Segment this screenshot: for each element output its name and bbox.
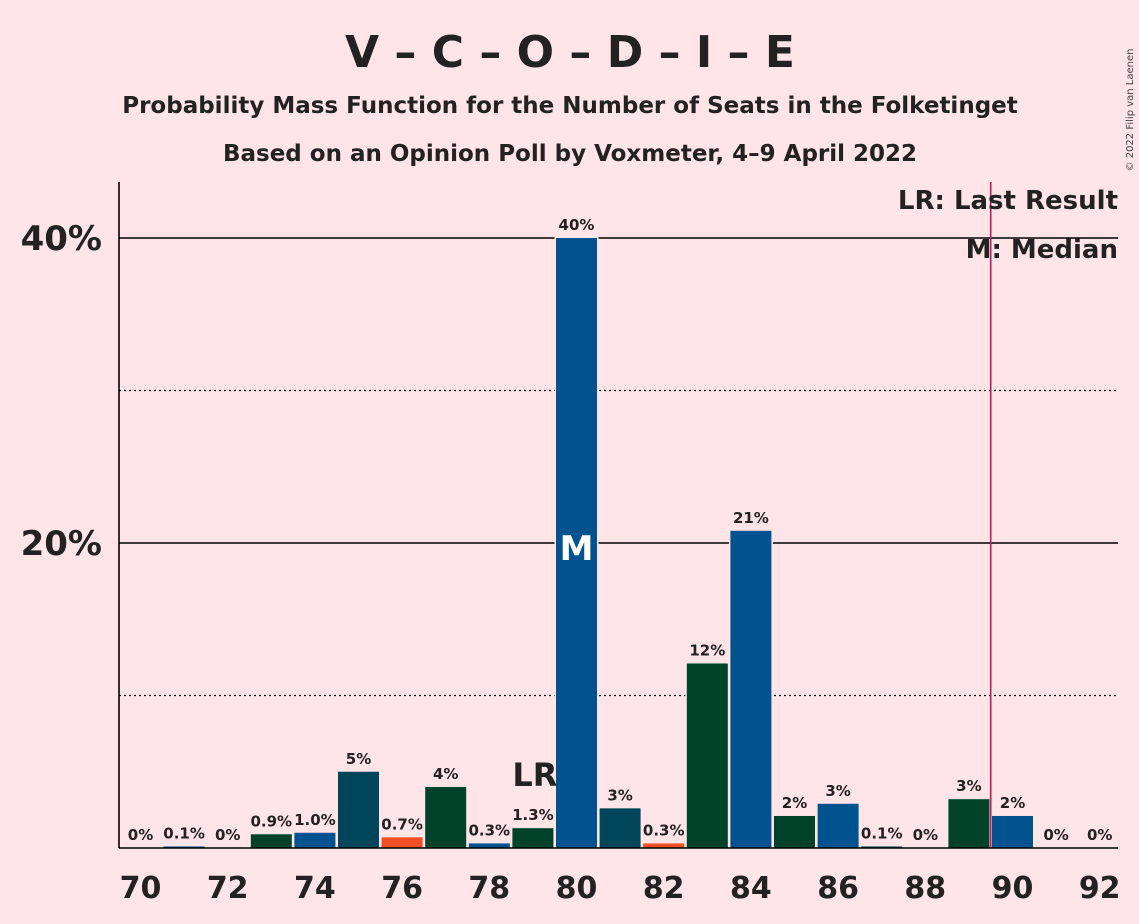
data-label-70: 0% bbox=[128, 826, 153, 844]
x-tick-label-74: 74 bbox=[294, 871, 336, 906]
bar-75 bbox=[338, 772, 379, 848]
chart-title: V – C – O – D – I – E bbox=[345, 27, 795, 78]
data-label-87: 0.1% bbox=[861, 824, 903, 842]
bar-77 bbox=[425, 787, 466, 848]
data-label-76: 0.7% bbox=[381, 815, 423, 833]
bar-86 bbox=[818, 804, 859, 848]
last-result-marker: LR bbox=[512, 756, 557, 794]
data-label-74: 1.0% bbox=[294, 811, 336, 829]
data-label-75: 5% bbox=[346, 750, 371, 768]
bar-85 bbox=[774, 816, 815, 848]
gridlines bbox=[119, 238, 1118, 696]
data-label-86: 3% bbox=[825, 782, 850, 800]
data-label-78: 0.3% bbox=[468, 821, 510, 839]
data-label-89: 3% bbox=[956, 777, 981, 795]
data-label-73: 0.9% bbox=[250, 812, 292, 830]
data-label-71: 0.1% bbox=[163, 824, 205, 842]
data-label-79: 1.3% bbox=[512, 806, 554, 824]
data-label-81: 3% bbox=[607, 786, 632, 804]
x-tick-label-76: 76 bbox=[381, 871, 423, 906]
data-label-80: 40% bbox=[559, 216, 595, 234]
bar-74 bbox=[294, 833, 335, 848]
x-tick-label-88: 88 bbox=[904, 871, 946, 906]
chart-subtitle-2: Based on an Opinion Poll by Voxmeter, 4–… bbox=[223, 141, 917, 167]
data-label-72: 0% bbox=[215, 826, 240, 844]
data-labels-group: 0% 0.1% 0%0.9% 1.0%5%0.7%4%0.3%1.3%40%3%0.3… bbox=[128, 216, 1113, 844]
y-tick-label-40: 40% bbox=[21, 219, 102, 259]
data-label-85: 2% bbox=[782, 794, 807, 812]
chart-subtitle-1: Probability Mass Function for the Number… bbox=[122, 93, 1018, 119]
data-label-88: 0% bbox=[913, 826, 938, 844]
legend-median: M: Median bbox=[966, 235, 1118, 265]
data-label-91: 0% bbox=[1043, 826, 1068, 844]
x-tick-label-86: 86 bbox=[817, 871, 859, 906]
median-marker: M bbox=[560, 529, 594, 569]
data-label-83: 12% bbox=[689, 641, 725, 659]
data-label-77: 4% bbox=[433, 765, 458, 783]
x-tick-label-78: 78 bbox=[468, 871, 510, 906]
x-tick-label-72: 72 bbox=[207, 871, 249, 906]
y-tick-label-20: 20% bbox=[21, 524, 102, 564]
bar-84 bbox=[730, 531, 771, 848]
x-tick-label-84: 84 bbox=[730, 871, 772, 906]
data-label-92: 0% bbox=[1087, 826, 1112, 844]
bar-79 bbox=[512, 828, 553, 848]
data-label-90: 2% bbox=[1000, 794, 1025, 812]
data-label-82: 0.3% bbox=[643, 821, 685, 839]
bar-81 bbox=[600, 808, 641, 848]
x-tick-label-90: 90 bbox=[992, 871, 1034, 906]
legend-last-result: LR: Last Result bbox=[898, 186, 1118, 216]
copyright-text: © 2022 Filip van Laenen bbox=[1125, 49, 1136, 172]
data-label-84: 21% bbox=[733, 509, 769, 527]
bar-83 bbox=[687, 663, 728, 848]
bar-90 bbox=[992, 816, 1033, 848]
bar-76 bbox=[382, 837, 423, 848]
x-tick-label-82: 82 bbox=[643, 871, 685, 906]
x-tick-label-92: 92 bbox=[1079, 871, 1121, 906]
bar-89 bbox=[948, 799, 989, 848]
x-tick-label-70: 70 bbox=[120, 871, 162, 906]
bar-73 bbox=[251, 834, 292, 848]
x-tick-label-80: 80 bbox=[556, 871, 598, 906]
